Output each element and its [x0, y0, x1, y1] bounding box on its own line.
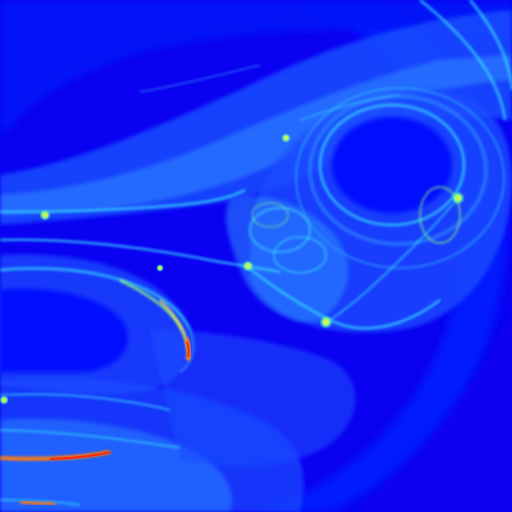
- red-streaks: [0, 337, 192, 506]
- bottom-bands: [0, 330, 356, 512]
- hot-spots: [0, 133, 465, 405]
- lower-left-loop: [0, 254, 195, 395]
- central-knot: [225, 196, 349, 322]
- lower-right-sweep: [350, 300, 512, 512]
